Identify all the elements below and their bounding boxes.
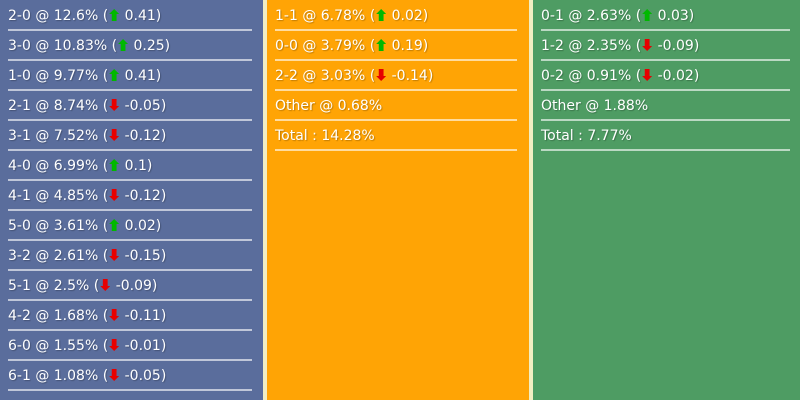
score-text: Other @ 0.68% [275, 98, 383, 114]
score-row-1-0: 1-0 @ 9.77% ( 0.41) [8, 61, 252, 91]
delta-text: -0.12) [120, 128, 167, 144]
delta-text: 0.19) [387, 38, 429, 54]
score-row-3-0: 3-0 @ 10.83% ( 0.25) [8, 31, 252, 61]
score-text: 3-0 @ 10.83% ( [8, 38, 118, 54]
score-text: 2-0 @ 12.6% ( [8, 8, 109, 24]
score-row-5-0: 5-0 @ 3.61% ( 0.02) [8, 211, 252, 241]
down-arrow-icon [109, 99, 119, 111]
down-arrow-icon [109, 309, 119, 321]
down-arrow-icon [109, 129, 119, 141]
score-text: 4-2 @ 1.68% ( [8, 308, 109, 324]
delta-text: -0.05) [120, 98, 167, 114]
score-text: Total : 7.77% [541, 128, 632, 144]
up-arrow-icon [109, 9, 120, 21]
score-row-3-2: 3-2 @ 2.61% ( -0.15) [8, 241, 252, 271]
delta-text: -0.11) [120, 308, 167, 324]
delta-text: 0.02) [387, 8, 429, 24]
score-row-6-1: 6-1 @ 1.08% ( -0.05) [8, 361, 252, 391]
score-text: 1-0 @ 9.77% ( [8, 68, 109, 84]
home-scores-column: 2-0 @ 12.6% ( 0.41) 3-0 @ 10.83% ( 0.25) 1… [0, 0, 263, 400]
score-row-0-1: 0-1 @ 2.63% ( 0.03) [541, 1, 790, 31]
delta-text: 0.03) [653, 8, 695, 24]
down-arrow-icon [100, 279, 110, 291]
score-text: Other @ 1.88% [541, 98, 649, 114]
score-text: 2-1 @ 8.74% ( [8, 98, 109, 114]
up-arrow-icon [376, 9, 387, 21]
score-text: 0-1 @ 2.63% ( [541, 8, 642, 24]
draw-scores-column: 1-1 @ 6.78% ( 0.02) 0-0 @ 3.79% ( 0.19) 2-… [263, 0, 533, 400]
away-scores-column: 0-1 @ 2.63% ( 0.03) 1-2 @ 2.35% ( -0.09) 0… [533, 0, 800, 400]
score-row-2-1: 2-1 @ 8.74% ( -0.05) [8, 91, 252, 121]
score-text: 1-1 @ 6.78% ( [275, 8, 376, 24]
up-arrow-icon [118, 39, 129, 51]
down-arrow-icon [109, 189, 119, 201]
down-arrow-icon [109, 369, 119, 381]
score-row-1-2: 1-2 @ 2.35% ( -0.09) [541, 31, 790, 61]
delta-text: 0.41) [120, 68, 162, 84]
score-row-2-2: 2-2 @ 3.03% ( -0.14) [275, 61, 517, 91]
score-row-total: Total : 7.77% [541, 121, 790, 151]
score-row-0-2: 0-2 @ 0.91% ( -0.02) [541, 61, 790, 91]
down-arrow-icon [109, 339, 119, 351]
score-row-0-0: 0-0 @ 3.79% ( 0.19) [275, 31, 517, 61]
score-row-1-1: 1-1 @ 6.78% ( 0.02) [275, 1, 517, 31]
delta-text: -0.14) [387, 68, 434, 84]
score-text: 2-2 @ 3.03% ( [275, 68, 376, 84]
delta-text: -0.01) [120, 338, 167, 354]
score-text: 6-0 @ 1.55% ( [8, 338, 109, 354]
score-row-total: Total : 14.28% [275, 121, 517, 151]
delta-text: 0.02) [120, 218, 162, 234]
score-text: 0-0 @ 3.79% ( [275, 38, 376, 54]
delta-text: 0.1) [120, 158, 153, 174]
score-row-3-1: 3-1 @ 7.52% ( -0.12) [8, 121, 252, 151]
score-row-4-1: 4-1 @ 4.85% ( -0.12) [8, 181, 252, 211]
score-text: 5-1 @ 2.5% ( [8, 278, 100, 294]
up-arrow-icon [109, 219, 120, 231]
delta-text: -0.09) [111, 278, 158, 294]
score-text: 4-1 @ 4.85% ( [8, 188, 109, 204]
score-row-5-1: 5-1 @ 2.5% ( -0.09) [8, 271, 252, 301]
down-arrow-icon [109, 249, 119, 261]
score-text: 3-1 @ 7.52% ( [8, 128, 109, 144]
score-row-6-0: 6-0 @ 1.55% ( -0.01) [8, 331, 252, 361]
score-text: 4-0 @ 6.99% ( [8, 158, 109, 174]
delta-text: -0.02) [653, 68, 700, 84]
up-arrow-icon [109, 159, 120, 171]
delta-text: 0.41) [120, 8, 162, 24]
up-arrow-icon [109, 69, 120, 81]
score-text: 0-2 @ 0.91% ( [541, 68, 642, 84]
score-text: 5-0 @ 3.61% ( [8, 218, 109, 234]
delta-text: -0.12) [120, 188, 167, 204]
score-text: 1-2 @ 2.35% ( [541, 38, 642, 54]
score-row-other: Other @ 0.68% [275, 91, 517, 121]
delta-text: -0.05) [120, 368, 167, 384]
score-row-2-0: 2-0 @ 12.6% ( 0.41) [8, 1, 252, 31]
score-row-other: Other @ 1.88% [541, 91, 790, 121]
delta-text: 0.25) [129, 38, 171, 54]
down-arrow-icon [376, 69, 386, 81]
score-row-4-0: 4-0 @ 6.99% ( 0.1) [8, 151, 252, 181]
score-text: 6-1 @ 1.08% ( [8, 368, 109, 384]
delta-text: -0.15) [120, 248, 167, 264]
score-text: Total : 14.28% [275, 128, 375, 144]
down-arrow-icon [642, 69, 652, 81]
delta-text: -0.09) [653, 38, 700, 54]
score-text: 3-2 @ 2.61% ( [8, 248, 109, 264]
up-arrow-icon [376, 39, 387, 51]
score-row-4-2: 4-2 @ 1.68% ( -0.11) [8, 301, 252, 331]
down-arrow-icon [642, 39, 652, 51]
up-arrow-icon [642, 9, 653, 21]
